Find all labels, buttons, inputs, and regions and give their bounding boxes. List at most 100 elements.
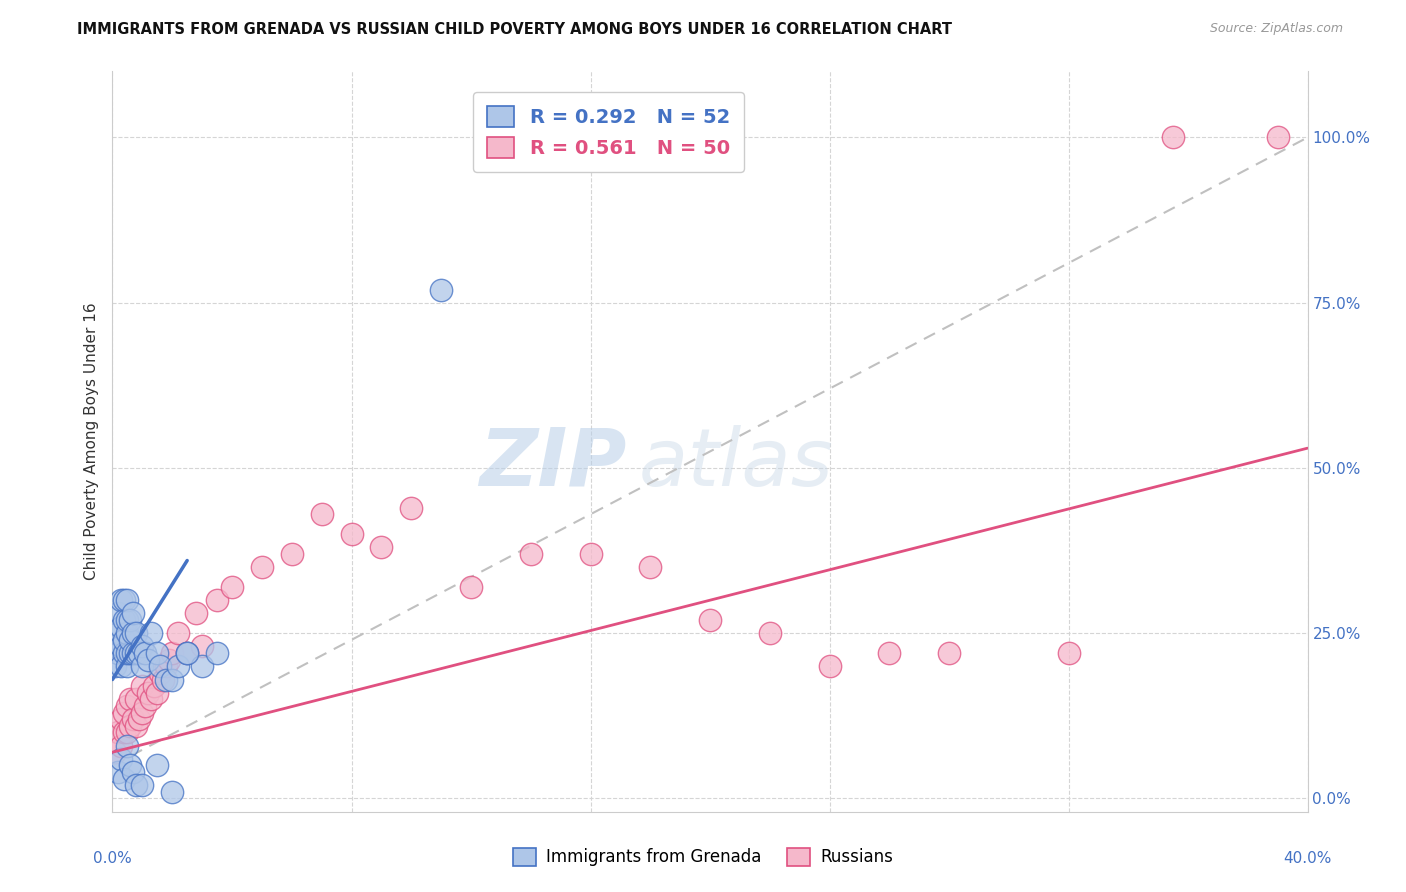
Point bbox=[107, 646, 129, 660]
Point bbox=[176, 646, 198, 660]
Point bbox=[125, 626, 148, 640]
Point bbox=[143, 679, 166, 693]
Point bbox=[122, 626, 145, 640]
Point bbox=[311, 508, 333, 522]
Point bbox=[155, 659, 177, 673]
Text: IMMIGRANTS FROM GRENADA VS RUSSIAN CHILD POVERTY AMONG BOYS UNDER 16 CORRELATION: IMMIGRANTS FROM GRENADA VS RUSSIAN CHILD… bbox=[77, 22, 952, 37]
Point bbox=[640, 560, 662, 574]
Point bbox=[191, 659, 214, 673]
Point bbox=[281, 547, 304, 561]
Text: atlas: atlas bbox=[638, 425, 834, 503]
Text: 40.0%: 40.0% bbox=[1284, 851, 1331, 866]
Point bbox=[131, 679, 153, 693]
Point bbox=[104, 659, 127, 673]
Point bbox=[117, 698, 139, 713]
Point bbox=[131, 706, 153, 720]
Y-axis label: Child Poverty Among Boys Under 16: Child Poverty Among Boys Under 16 bbox=[84, 302, 100, 581]
Point bbox=[107, 626, 129, 640]
Point bbox=[117, 626, 139, 640]
Point bbox=[1161, 130, 1184, 145]
Point bbox=[157, 653, 180, 667]
Point bbox=[340, 527, 363, 541]
Point bbox=[114, 613, 135, 627]
Point bbox=[186, 607, 208, 621]
Point bbox=[107, 765, 129, 780]
Point bbox=[120, 692, 142, 706]
Point bbox=[110, 593, 132, 607]
Point bbox=[460, 580, 482, 594]
Point bbox=[107, 725, 129, 739]
Point bbox=[176, 646, 198, 660]
Point bbox=[120, 719, 142, 733]
Point bbox=[205, 593, 228, 607]
Point bbox=[114, 632, 135, 647]
Point bbox=[110, 712, 132, 726]
Point bbox=[167, 659, 190, 673]
Point bbox=[1057, 646, 1080, 660]
Point bbox=[141, 626, 163, 640]
Point bbox=[430, 283, 453, 297]
Point bbox=[205, 646, 228, 660]
Point bbox=[125, 778, 148, 792]
Point bbox=[162, 673, 183, 687]
Point bbox=[191, 640, 214, 654]
Point bbox=[117, 739, 139, 753]
Point bbox=[131, 640, 153, 654]
Point bbox=[149, 665, 172, 680]
Legend: Immigrants from Grenada, Russians: Immigrants from Grenada, Russians bbox=[506, 841, 900, 873]
Point bbox=[134, 698, 156, 713]
Point bbox=[134, 646, 156, 660]
Point bbox=[117, 646, 139, 660]
Point bbox=[1267, 130, 1289, 145]
Point bbox=[120, 758, 142, 772]
Point bbox=[114, 593, 135, 607]
Point bbox=[138, 653, 160, 667]
Point bbox=[110, 640, 132, 654]
Point bbox=[114, 725, 135, 739]
Point bbox=[167, 626, 190, 640]
Point bbox=[107, 607, 129, 621]
Point bbox=[146, 686, 169, 700]
Point bbox=[138, 686, 160, 700]
Point bbox=[104, 745, 127, 759]
Point bbox=[110, 752, 132, 766]
Point bbox=[120, 613, 142, 627]
Point bbox=[370, 541, 392, 555]
Point bbox=[162, 785, 183, 799]
Point bbox=[125, 692, 148, 706]
Point bbox=[128, 712, 150, 726]
Point bbox=[146, 758, 169, 772]
Point bbox=[110, 659, 132, 673]
Point bbox=[250, 560, 273, 574]
Point bbox=[131, 778, 153, 792]
Point bbox=[125, 646, 148, 660]
Point bbox=[128, 646, 150, 660]
Point bbox=[146, 646, 169, 660]
Point bbox=[176, 646, 198, 660]
Point bbox=[122, 646, 145, 660]
Point bbox=[117, 725, 139, 739]
Point bbox=[131, 659, 153, 673]
Point bbox=[110, 620, 132, 634]
Point bbox=[104, 640, 127, 654]
Point bbox=[122, 712, 145, 726]
Point bbox=[114, 646, 135, 660]
Point bbox=[117, 613, 139, 627]
Point bbox=[149, 659, 172, 673]
Point bbox=[117, 659, 139, 673]
Point bbox=[818, 659, 841, 673]
Point bbox=[117, 593, 139, 607]
Text: 0.0%: 0.0% bbox=[93, 851, 132, 866]
Point bbox=[152, 673, 174, 687]
Point bbox=[879, 646, 901, 660]
Point bbox=[938, 646, 960, 660]
Point bbox=[114, 706, 135, 720]
Point bbox=[759, 626, 782, 640]
Legend: R = 0.292   N = 52, R = 0.561   N = 50: R = 0.292 N = 52, R = 0.561 N = 50 bbox=[474, 92, 744, 171]
Point bbox=[120, 632, 142, 647]
Point bbox=[114, 772, 135, 786]
Point bbox=[120, 646, 142, 660]
Point bbox=[122, 607, 145, 621]
Point bbox=[579, 547, 602, 561]
Text: Source: ZipAtlas.com: Source: ZipAtlas.com bbox=[1209, 22, 1343, 36]
